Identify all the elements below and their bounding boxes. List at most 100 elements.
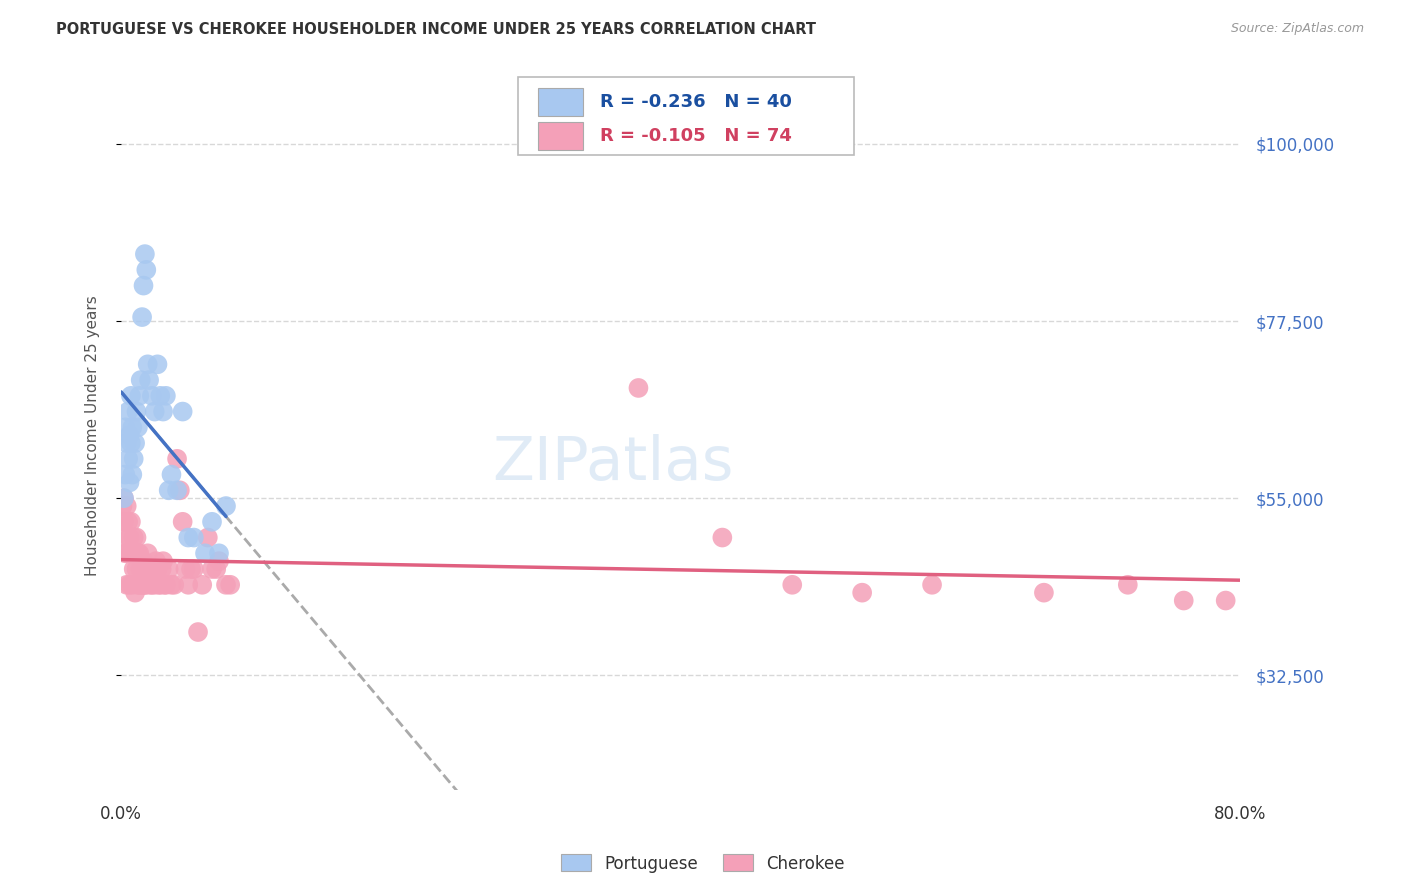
Point — [135, 263, 157, 277]
Point — [118, 531, 141, 545]
Point — [172, 515, 194, 529]
Point — [201, 515, 224, 529]
Point — [134, 247, 156, 261]
Point — [127, 546, 149, 560]
Point — [118, 475, 141, 490]
Point — [921, 578, 943, 592]
Point — [120, 546, 142, 560]
Point — [152, 404, 174, 418]
Point — [627, 381, 650, 395]
Point — [114, 467, 136, 482]
Point — [112, 491, 135, 505]
Point — [135, 562, 157, 576]
Point — [141, 578, 163, 592]
Point — [117, 451, 139, 466]
Point — [112, 491, 135, 505]
Point — [131, 554, 153, 568]
Text: R = -0.105   N = 74: R = -0.105 N = 74 — [600, 127, 792, 145]
Point — [128, 578, 150, 592]
Point — [215, 578, 238, 592]
Point — [177, 578, 200, 592]
Text: R = -0.236   N = 40: R = -0.236 N = 40 — [600, 94, 792, 112]
Point — [148, 578, 170, 592]
FancyBboxPatch shape — [538, 121, 583, 150]
Point — [136, 546, 159, 560]
Point — [1032, 585, 1054, 599]
Point — [172, 404, 194, 418]
Point — [125, 404, 148, 418]
Point — [166, 483, 188, 498]
Text: ZIPatlas: ZIPatlas — [492, 434, 734, 493]
Point — [128, 546, 150, 560]
FancyBboxPatch shape — [538, 88, 583, 117]
Point — [174, 562, 197, 576]
Point — [180, 562, 202, 576]
Point — [127, 420, 149, 434]
Point — [208, 554, 231, 568]
Point — [122, 562, 145, 576]
Point — [124, 436, 146, 450]
Point — [117, 546, 139, 560]
Point — [157, 562, 180, 576]
Legend: Portuguese, Cherokee: Portuguese, Cherokee — [554, 847, 852, 880]
Point — [121, 578, 143, 592]
Point — [112, 515, 135, 529]
Point — [111, 499, 134, 513]
Point — [118, 428, 141, 442]
Point — [191, 578, 214, 592]
Point — [122, 451, 145, 466]
Point — [177, 531, 200, 545]
Point — [132, 554, 155, 568]
Point — [125, 531, 148, 545]
Point — [711, 531, 734, 545]
Point — [160, 578, 183, 592]
Point — [115, 578, 138, 592]
Point — [146, 562, 169, 576]
Point — [219, 578, 242, 592]
Point — [143, 578, 166, 592]
Point — [138, 373, 160, 387]
Point — [120, 436, 142, 450]
Point — [183, 562, 205, 576]
Point — [127, 578, 149, 592]
Point — [132, 578, 155, 592]
Point — [143, 404, 166, 418]
Point — [1173, 593, 1195, 607]
Point — [197, 531, 219, 545]
Point — [166, 451, 188, 466]
Point — [124, 585, 146, 599]
Point — [124, 546, 146, 560]
Point — [131, 310, 153, 324]
Point — [157, 483, 180, 498]
Y-axis label: Householder Income Under 25 years: Householder Income Under 25 years — [86, 295, 100, 575]
Point — [153, 578, 176, 592]
Point — [141, 389, 163, 403]
Text: Source: ZipAtlas.com: Source: ZipAtlas.com — [1230, 22, 1364, 36]
Point — [142, 562, 165, 576]
Point — [129, 373, 152, 387]
Point — [114, 531, 136, 545]
Point — [122, 531, 145, 545]
Point — [146, 357, 169, 371]
Point — [155, 389, 177, 403]
Text: PORTUGUESE VS CHEROKEE HOUSEHOLDER INCOME UNDER 25 YEARS CORRELATION CHART: PORTUGUESE VS CHEROKEE HOUSEHOLDER INCOM… — [56, 22, 817, 37]
Point — [139, 578, 162, 592]
Point — [117, 515, 139, 529]
Point — [149, 578, 172, 592]
Point — [121, 546, 143, 560]
Point — [121, 467, 143, 482]
Point — [1215, 593, 1237, 607]
Point — [160, 467, 183, 482]
Point — [120, 515, 142, 529]
Point — [201, 562, 224, 576]
Point — [138, 562, 160, 576]
Point — [150, 562, 173, 576]
Point — [205, 562, 228, 576]
Point — [134, 578, 156, 592]
Point — [120, 389, 142, 403]
Point — [115, 499, 138, 513]
Point — [163, 578, 186, 592]
Point — [194, 546, 217, 560]
Point — [129, 562, 152, 576]
Point — [149, 389, 172, 403]
